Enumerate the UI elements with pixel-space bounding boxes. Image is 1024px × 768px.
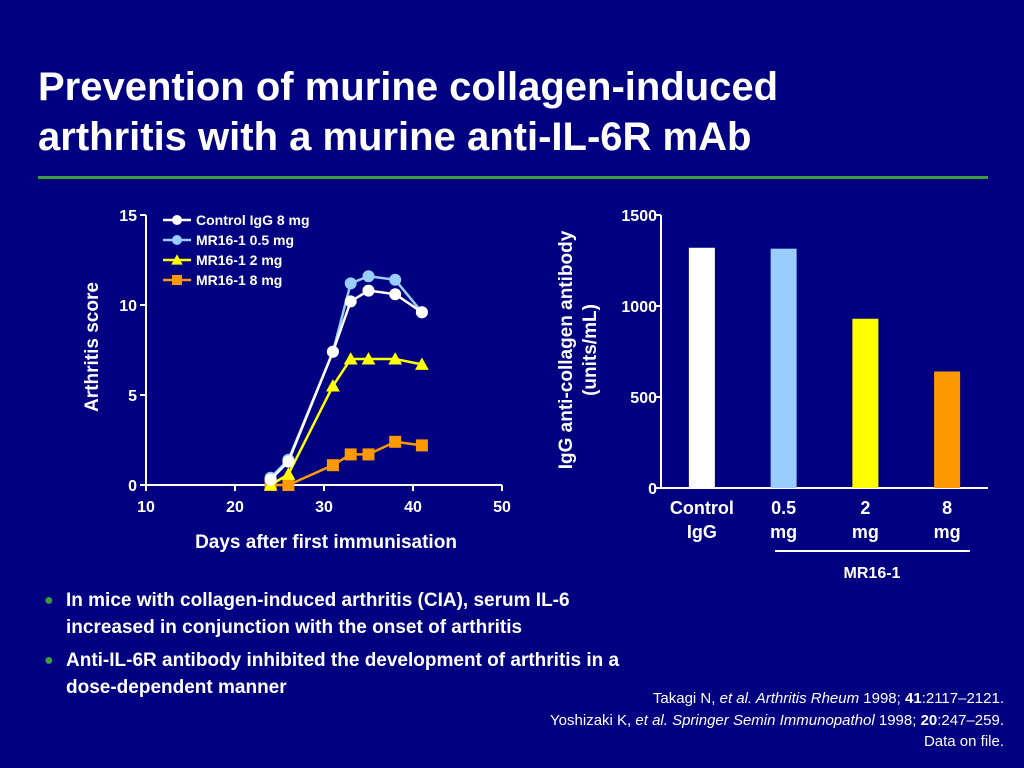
bar-chart-bars (688, 247, 961, 488)
slide-title-line: Prevention of murine collagen-induced (38, 65, 779, 109)
x-tick-label: 20 (226, 499, 244, 516)
title-divider (38, 176, 988, 179)
bar-chart-y-axis-label: IgG anti-collagen antibody (556, 230, 577, 469)
data-point (388, 352, 403, 365)
legend-label: MR16-1 0.5 mg (196, 232, 294, 248)
data-point (362, 448, 375, 461)
reference-note: Data on file. (923, 733, 1004, 750)
data-point (171, 254, 183, 265)
category-label: mg (852, 522, 879, 542)
data-point (172, 275, 182, 285)
ref-journal: et al. Arthritis Rheum (719, 690, 860, 707)
y-tick-label: 0 (648, 481, 657, 498)
bullet-text: In mice with collagen-induced arthritis … (66, 590, 570, 611)
line-chart-series (263, 270, 429, 491)
y-tick-label: 5 (128, 388, 137, 405)
category-label: 0.5 (771, 498, 796, 518)
y-tick-label: 15 (119, 208, 137, 225)
data-point (415, 306, 428, 319)
data-point (362, 270, 375, 283)
legend-label: Control IgG 8 mg (196, 212, 310, 228)
x-tick-label: 10 (137, 499, 155, 516)
category-label: Control (670, 498, 734, 518)
ref-journal: et al. Springer Semin Immunopathol (635, 711, 875, 729)
mr16-1-group-label: MR16-1 (844, 565, 901, 582)
bar (934, 371, 961, 488)
bar (688, 247, 715, 488)
slide-title-line: arthritis with a murine anti-IL-6R mAb (38, 115, 752, 159)
ref-pages: :247–259. (937, 711, 1004, 729)
legend-label: MR16-1 2 mg (196, 252, 282, 268)
bullet-dot-icon: ● (44, 652, 54, 669)
data-point (389, 273, 402, 286)
data-point (389, 288, 402, 301)
bullet-text: Anti-IL-6R antibody inhibited the develo… (66, 650, 620, 671)
data-point (172, 235, 182, 245)
data-point (281, 467, 296, 480)
bullet-item: ● Anti-IL-6R antibody inhibited the deve… (44, 647, 744, 701)
data-point (415, 357, 429, 370)
data-point (415, 439, 428, 452)
bullet-item: ● In mice with collagen-induced arthriti… (44, 587, 744, 641)
series-mr16-1-8-mg (264, 435, 428, 491)
bullet-dot-icon: ● (44, 592, 54, 609)
data-point (344, 277, 357, 290)
bullet-list: ● In mice with collagen-induced arthriti… (44, 587, 744, 707)
line-chart-y-axis-label: Arthritis score (82, 282, 103, 412)
legend-label: MR16-1 8 mg (196, 272, 282, 288)
data-point (264, 473, 277, 486)
data-point (343, 352, 358, 365)
category-label: mg (770, 522, 797, 542)
data-point (326, 379, 340, 392)
category-label: mg (934, 522, 961, 542)
x-tick-label: 30 (315, 499, 333, 516)
series-mr16-1-2-mg (263, 352, 429, 491)
bar (770, 248, 797, 488)
data-point (389, 435, 402, 448)
line-chart-x-axis-label: Days after first immunisation (195, 532, 457, 553)
data-point (282, 479, 295, 491)
line-chart-legend: Control IgG 8 mg MR16-1 0.5 mg MR16-1 2 mg… (163, 212, 310, 288)
data-point (172, 215, 182, 225)
series-control-igg-8-mg (264, 284, 428, 486)
data-point (344, 295, 357, 308)
ref-authors: Yoshizaki K, (550, 711, 632, 729)
y-tick-label: 1500 (621, 208, 657, 225)
ref-volume: 20 (920, 711, 938, 729)
data-point (282, 455, 295, 468)
ref-authors: Takagi N, (652, 690, 716, 707)
data-point (326, 459, 339, 472)
bar (852, 318, 879, 488)
ref-year: 1998; (863, 690, 901, 707)
y-tick-label: 10 (119, 298, 137, 315)
bullet-text: dose-dependent manner (66, 677, 287, 698)
references: Takagi N, et al. Arthritis Rheum 1998; 4… (364, 688, 1004, 753)
ref-pages: :2117–2121. (921, 690, 1004, 707)
category-label: IgG (687, 522, 717, 542)
y-tick-label: 1000 (621, 299, 657, 316)
data-point (344, 448, 357, 461)
line-chart-axes: 0 5 10 15 10 20 30 40 50 (119, 208, 511, 516)
bullet-text: increased in conjunction with the onset … (66, 617, 523, 638)
category-label: 8 (942, 498, 952, 518)
reference-1: Takagi N, et al. Arthritis Rheum 1998; 4… (364, 688, 1004, 710)
y-tick-label: 0 (128, 478, 137, 495)
x-tick-label: 40 (404, 499, 422, 516)
bar-chart-axes: 0 500 1000 1500 (621, 208, 988, 498)
bar-chart-y-axis-label: (units/mL) (580, 304, 601, 396)
data-point (361, 352, 376, 365)
ref-volume: 41 (905, 690, 922, 707)
data-point (326, 345, 339, 358)
category-label: 2 (860, 498, 870, 518)
y-tick-label: 500 (630, 390, 657, 407)
reference-2: Yoshizaki K, et al. Springer Semin Immun… (364, 710, 1004, 732)
bar-chart-category-labels: Control IgG 0.5 mg 2 mg 8 mg (670, 498, 961, 542)
x-tick-label: 50 (493, 499, 511, 516)
slide-title: Prevention of murine collagen-induced ar… (38, 62, 998, 162)
ref-year: 1998; (878, 711, 917, 729)
data-point (362, 284, 375, 297)
